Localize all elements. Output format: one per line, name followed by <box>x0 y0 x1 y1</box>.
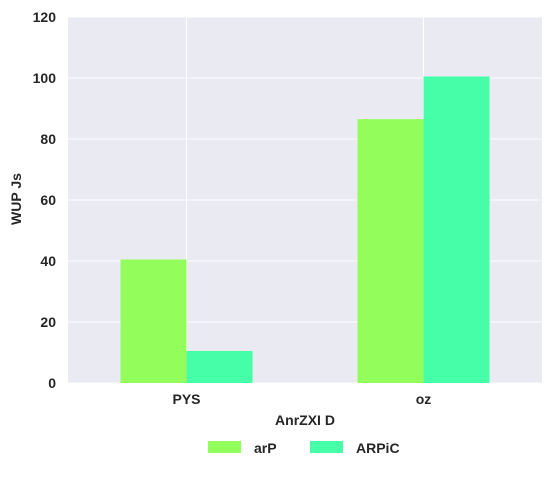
y-tick-label: 20 <box>40 314 56 330</box>
x-tick-labels: PYS oz <box>172 391 431 407</box>
legend-label: ARPiC <box>356 440 400 456</box>
legend-swatch <box>310 441 343 453</box>
x-tick-label: PYS <box>172 391 200 407</box>
bar-ARPiC-oz <box>423 76 490 383</box>
bar-arP-oz <box>357 119 424 384</box>
y-tick-label: 120 <box>33 9 57 25</box>
y-tick-labels: 0 20 40 60 80 100 120 <box>33 9 57 391</box>
y-tick-label: 100 <box>33 70 57 86</box>
legend-label: arP <box>254 440 277 456</box>
y-axis-title: WUP Js <box>8 173 24 225</box>
bars <box>120 76 490 384</box>
x-axis-title: AnrZXI D <box>275 412 335 428</box>
legend: arP ARPiC <box>208 440 400 456</box>
legend-swatch <box>208 441 241 453</box>
y-tick-label: 80 <box>40 131 56 147</box>
bar-arP-PYS <box>120 259 187 383</box>
y-tick-label: 40 <box>40 253 56 269</box>
y-tick-label: 60 <box>40 192 56 208</box>
y-tick-label: 0 <box>48 375 56 391</box>
bar-ARPiC-PYS <box>186 350 253 383</box>
x-tick-label: oz <box>416 391 432 407</box>
